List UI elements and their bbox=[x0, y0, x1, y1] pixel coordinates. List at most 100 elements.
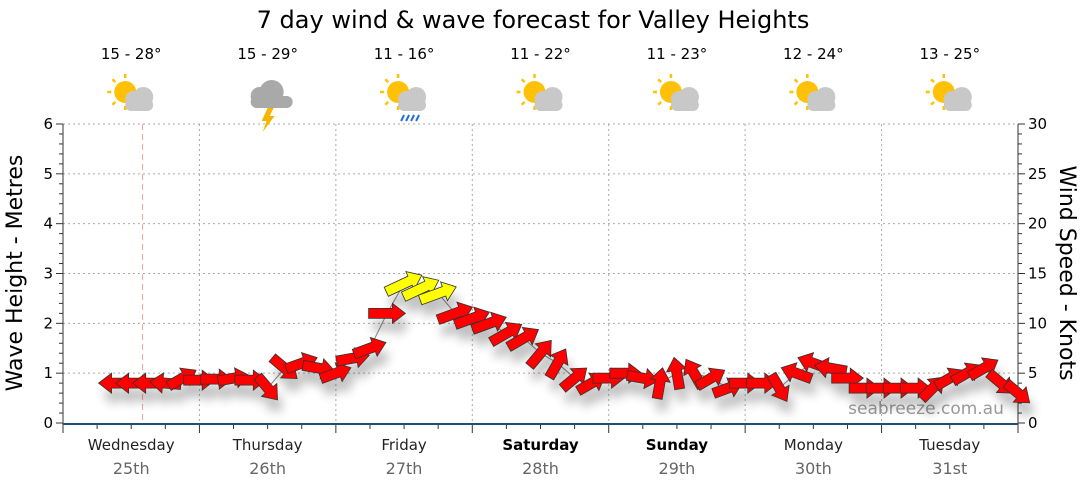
day-name-label: Friday bbox=[381, 436, 427, 454]
cloud-base bbox=[534, 99, 563, 111]
cloud-icon bbox=[807, 87, 836, 111]
y-tick-label: 6 bbox=[43, 115, 53, 133]
wind-arrow bbox=[625, 367, 660, 390]
wind-arrow bbox=[766, 371, 790, 403]
day-date-label: 31st bbox=[932, 459, 967, 478]
temperature-range: 15 - 29° bbox=[237, 45, 298, 63]
y2-tick-label: 25 bbox=[1028, 165, 1047, 183]
cloud-icon bbox=[670, 87, 699, 111]
wind-arrow bbox=[470, 311, 507, 335]
wind-arrow bbox=[780, 362, 814, 384]
wind-arrow bbox=[351, 336, 387, 360]
wind-arrow bbox=[525, 339, 552, 370]
wind-arrow bbox=[665, 356, 688, 391]
sun-ray-icon bbox=[793, 78, 799, 83]
lightning-icon bbox=[261, 108, 275, 132]
rain-icon bbox=[405, 114, 410, 122]
wind-arrow bbox=[813, 357, 848, 379]
temperature-range: 15 - 28° bbox=[101, 45, 162, 63]
wind-arrow bbox=[505, 326, 540, 352]
cloud-icon bbox=[398, 87, 427, 111]
day-date-label: 28th bbox=[522, 459, 559, 478]
day-date-label: 27th bbox=[386, 459, 423, 478]
rain-icon bbox=[410, 114, 415, 122]
day-name-label: Saturday bbox=[502, 436, 579, 454]
wind-arrow bbox=[966, 357, 999, 382]
cloud-base bbox=[943, 99, 972, 111]
sun-ray-icon bbox=[111, 78, 117, 83]
sun-ray-icon bbox=[520, 101, 526, 106]
day-name-label: Tuesday bbox=[918, 436, 980, 454]
watermark: seabreeze.com.au bbox=[848, 399, 1004, 419]
y2-axis-label: Wind Speed - Knots bbox=[1054, 165, 1079, 380]
wind-arrow bbox=[544, 348, 569, 381]
temperature-range: 11 - 16° bbox=[374, 45, 435, 63]
weather-icon-partly-cloudy bbox=[652, 74, 699, 111]
sun-ray-icon bbox=[111, 101, 117, 106]
day-date-label: 29th bbox=[659, 459, 696, 478]
weather-icon-partly-cloudy bbox=[789, 74, 836, 111]
day-forecast-friday: 11 - 16° Friday 27th bbox=[374, 45, 435, 478]
wind-arrow bbox=[318, 362, 352, 384]
wind-arrow bbox=[649, 367, 671, 400]
day-date-label: 26th bbox=[249, 459, 286, 478]
day-name-label: Sunday bbox=[646, 436, 709, 454]
weather-icon-partly-cloudy bbox=[925, 74, 972, 111]
sun-ray-icon bbox=[384, 101, 390, 106]
temperature-range: 13 - 25° bbox=[919, 45, 980, 63]
weather-icon-partly-cloudy bbox=[516, 74, 563, 111]
cloud-icon bbox=[125, 87, 154, 111]
y-tick-label: 1 bbox=[43, 364, 53, 382]
day-name-label: Wednesday bbox=[88, 436, 175, 454]
cloud-base bbox=[807, 99, 836, 111]
weather-icon-storm bbox=[250, 80, 293, 132]
sun-ray-icon bbox=[930, 101, 935, 106]
sun-ray-icon bbox=[384, 78, 390, 83]
cloud-icon bbox=[250, 80, 293, 108]
y-tick-label: 0 bbox=[43, 414, 53, 432]
temperature-range: 12 - 24° bbox=[783, 45, 844, 63]
cloud-base bbox=[250, 96, 293, 108]
y2-tick-label: 30 bbox=[1028, 115, 1047, 133]
cloud-base bbox=[670, 99, 699, 111]
day-forecast-saturday: 11 - 22° Saturday 28th bbox=[502, 45, 579, 478]
day-name-label: Thursday bbox=[232, 436, 303, 454]
wind-arrow bbox=[417, 281, 457, 306]
sun-ray-icon bbox=[930, 78, 935, 83]
temperature-range: 11 - 22° bbox=[510, 45, 571, 63]
day-name-label: Monday bbox=[784, 436, 843, 454]
day-forecast-tuesday: 13 - 25° Tuesday 31st bbox=[918, 45, 980, 478]
y2-tick-label: 20 bbox=[1028, 215, 1047, 233]
sun-ray-icon bbox=[520, 78, 526, 83]
wind-arrow bbox=[488, 321, 523, 347]
wind-arrow bbox=[253, 372, 278, 401]
y2-tick-label: 0 bbox=[1028, 414, 1038, 432]
rain-icon bbox=[415, 114, 420, 122]
y2-tick-label: 10 bbox=[1028, 314, 1047, 332]
day-forecast-monday: 12 - 24° Monday 30th bbox=[783, 45, 844, 478]
wind-arrow bbox=[368, 302, 407, 325]
rain-icon bbox=[400, 114, 405, 122]
y-tick-label: 3 bbox=[43, 265, 53, 283]
cloud-base bbox=[398, 99, 427, 111]
y-tick-label: 4 bbox=[43, 215, 53, 233]
cloud-icon bbox=[534, 87, 563, 111]
day-date-label: 25th bbox=[113, 459, 150, 478]
wind-arrow bbox=[694, 367, 726, 391]
wind-arrow bbox=[383, 271, 423, 297]
cloud-icon bbox=[943, 87, 972, 111]
day-forecast-sunday: 11 - 23° Sunday 29th bbox=[646, 45, 709, 478]
y-tick-label: 2 bbox=[43, 314, 53, 332]
weather-icon-partly-cloudy bbox=[107, 74, 154, 111]
wind-arrow bbox=[558, 367, 588, 393]
day-forecast-wednesday: 15 - 28° Wednesday 25th bbox=[88, 45, 175, 478]
y2-tick-label: 15 bbox=[1028, 265, 1047, 283]
wind-arrow bbox=[400, 276, 440, 302]
y2-tick-label: 5 bbox=[1028, 364, 1038, 382]
temperature-range: 11 - 23° bbox=[647, 45, 708, 63]
sun-ray-icon bbox=[793, 101, 799, 106]
y-axis-label: Wave Height - Metres bbox=[3, 155, 28, 392]
y-tick-label: 5 bbox=[43, 165, 53, 183]
